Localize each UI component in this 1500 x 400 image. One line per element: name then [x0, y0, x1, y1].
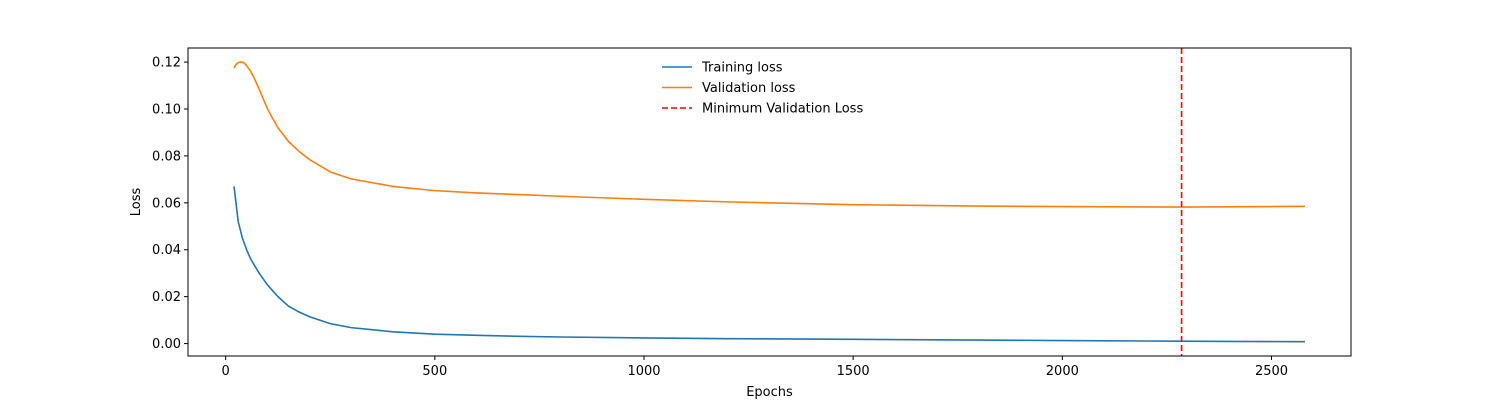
y-tick-label: 0.12: [152, 56, 181, 71]
y-tick-label: 0.06: [152, 196, 181, 211]
series-line-training-loss: [233, 186, 1305, 343]
y-axis-label: Loss: [129, 188, 144, 217]
y-tick-label: 0.02: [152, 290, 181, 305]
legend-label: Validation loss: [702, 81, 796, 96]
x-tick-label: 1000: [627, 364, 660, 379]
legend-entry: Minimum Validation Loss: [662, 102, 863, 117]
series-layer: [233, 48, 1305, 356]
x-tick-label: 1500: [837, 364, 870, 379]
legend: Training loss Validation loss Minimum Vali…: [662, 61, 863, 117]
y-axis: 0.00 0.02 0.04 0.06 0.08 0.10 0.12: [152, 56, 188, 352]
plot-frame: [187, 47, 1352, 357]
legend-entry: Training loss: [662, 61, 783, 76]
x-tick-label: 500: [422, 364, 447, 379]
x-tick-label: 2000: [1046, 364, 1079, 379]
x-tick-label: 2500: [1255, 364, 1288, 379]
y-tick-label: 0.10: [152, 102, 181, 117]
legend-entry: Validation loss: [662, 81, 796, 96]
y-tick-label: 0.00: [152, 337, 181, 352]
x-tick-label: 0: [222, 364, 230, 379]
legend-label: Training loss: [701, 61, 783, 76]
x-axis: 0 500 1000 1500 2000 2500: [222, 356, 1288, 379]
series-line-validation-loss: [233, 61, 1305, 208]
y-tick-label: 0.04: [152, 243, 181, 258]
legend-label: Minimum Validation Loss: [702, 102, 863, 117]
y-tick-label: 0.08: [152, 149, 181, 164]
x-axis-label: Epochs: [746, 385, 793, 400]
